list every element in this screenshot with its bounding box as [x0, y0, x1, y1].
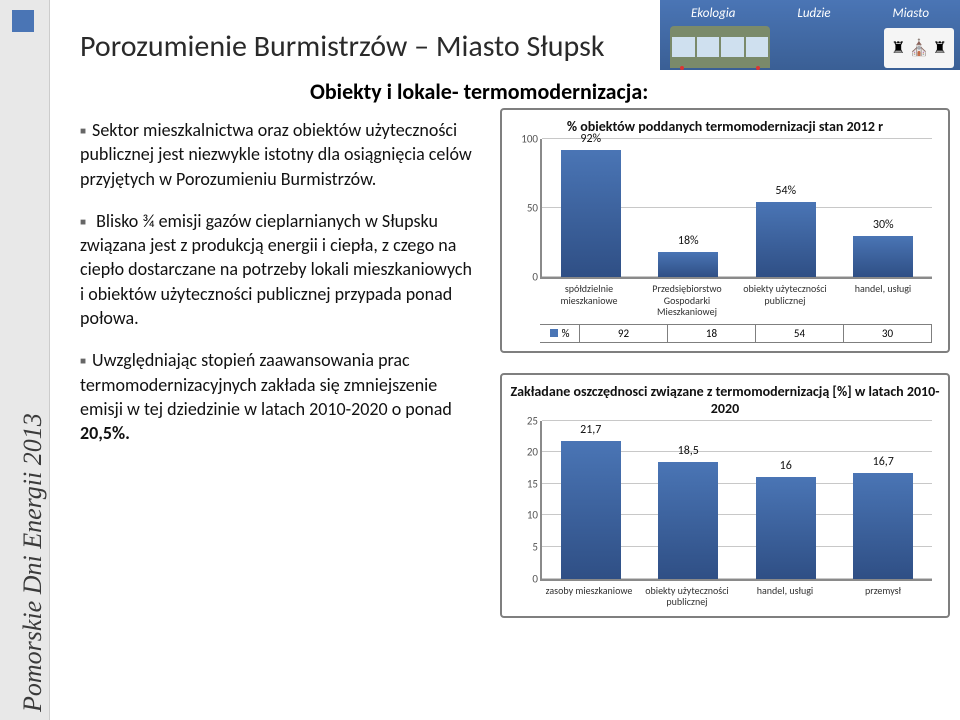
bar: 18,5 — [658, 462, 718, 579]
text-column: Sektor mieszkalnictwa oraz obiektów użyt… — [80, 118, 480, 464]
banner-tab-ludzie: Ludzie — [797, 6, 830, 21]
bar: 16 — [756, 477, 816, 578]
city-crest: ♜ ⛪ ♜ — [884, 28, 954, 68]
sidebar-title: Pomorskie Dni Energii 2013 — [18, 413, 48, 712]
bar: 16,7 — [853, 473, 913, 579]
chart-oszczednosci-2010-2020: Zakładane oszczędnosci związane z termom… — [500, 373, 950, 618]
paragraph-3: Uwzględniając stopień zaawansowania prac… — [80, 348, 480, 445]
chart2-categories: zasoby mieszkanioweobiekty użyteczności … — [540, 585, 932, 608]
chart1-categories: spółdzielnie mieszkaniowePrzedsiębiorstw… — [540, 283, 932, 318]
paragraph-1: Sektor mieszkalnictwa oraz obiektów użyt… — [80, 118, 480, 191]
sidebar-strip: Pomorskie Dni Energii 2013 — [0, 0, 50, 720]
tram-illustration — [670, 26, 770, 68]
sidebar-badge — [12, 10, 34, 32]
bar: 18% — [658, 252, 718, 277]
chart1-data-table: %92185430 — [540, 324, 932, 343]
paragraph-2: Blisko ¾ emisji gazów cieplarnianych w S… — [80, 209, 480, 330]
bar: 30% — [853, 236, 913, 277]
chart2-plot: 051015202521,718,51616,7 — [540, 421, 932, 581]
banner-tab-ekologia: Ekologia — [691, 6, 736, 21]
bar: 21,7 — [561, 441, 621, 578]
slide-body: Ekologia Ludzie Miasto ♜ ⛪ ♜ Porozumieni… — [50, 0, 960, 720]
banner-tab-miasto: Miasto — [892, 6, 929, 21]
bar: 54% — [756, 202, 816, 277]
chart2-title: Zakładane oszczędnosci związane z termom… — [510, 383, 940, 417]
charts-column: % obiektów poddanych termomodernizacji s… — [500, 108, 950, 638]
chart1-plot: 05010092%18%54%30% — [540, 139, 932, 279]
bar: 92% — [561, 150, 621, 277]
chart-termomodernizacja-2012: % obiektów poddanych termomodernizacji s… — [500, 108, 950, 353]
header-banner: Ekologia Ludzie Miasto ♜ ⛪ ♜ — [660, 0, 960, 70]
page-subtitle: Obiekty i lokale- termomodernizacja: — [310, 78, 648, 105]
page-title: Porozumienie Burmistrzów – Miasto Słupsk — [80, 28, 604, 65]
chart1-title: % obiektów poddanych termomodernizacji s… — [510, 118, 940, 135]
